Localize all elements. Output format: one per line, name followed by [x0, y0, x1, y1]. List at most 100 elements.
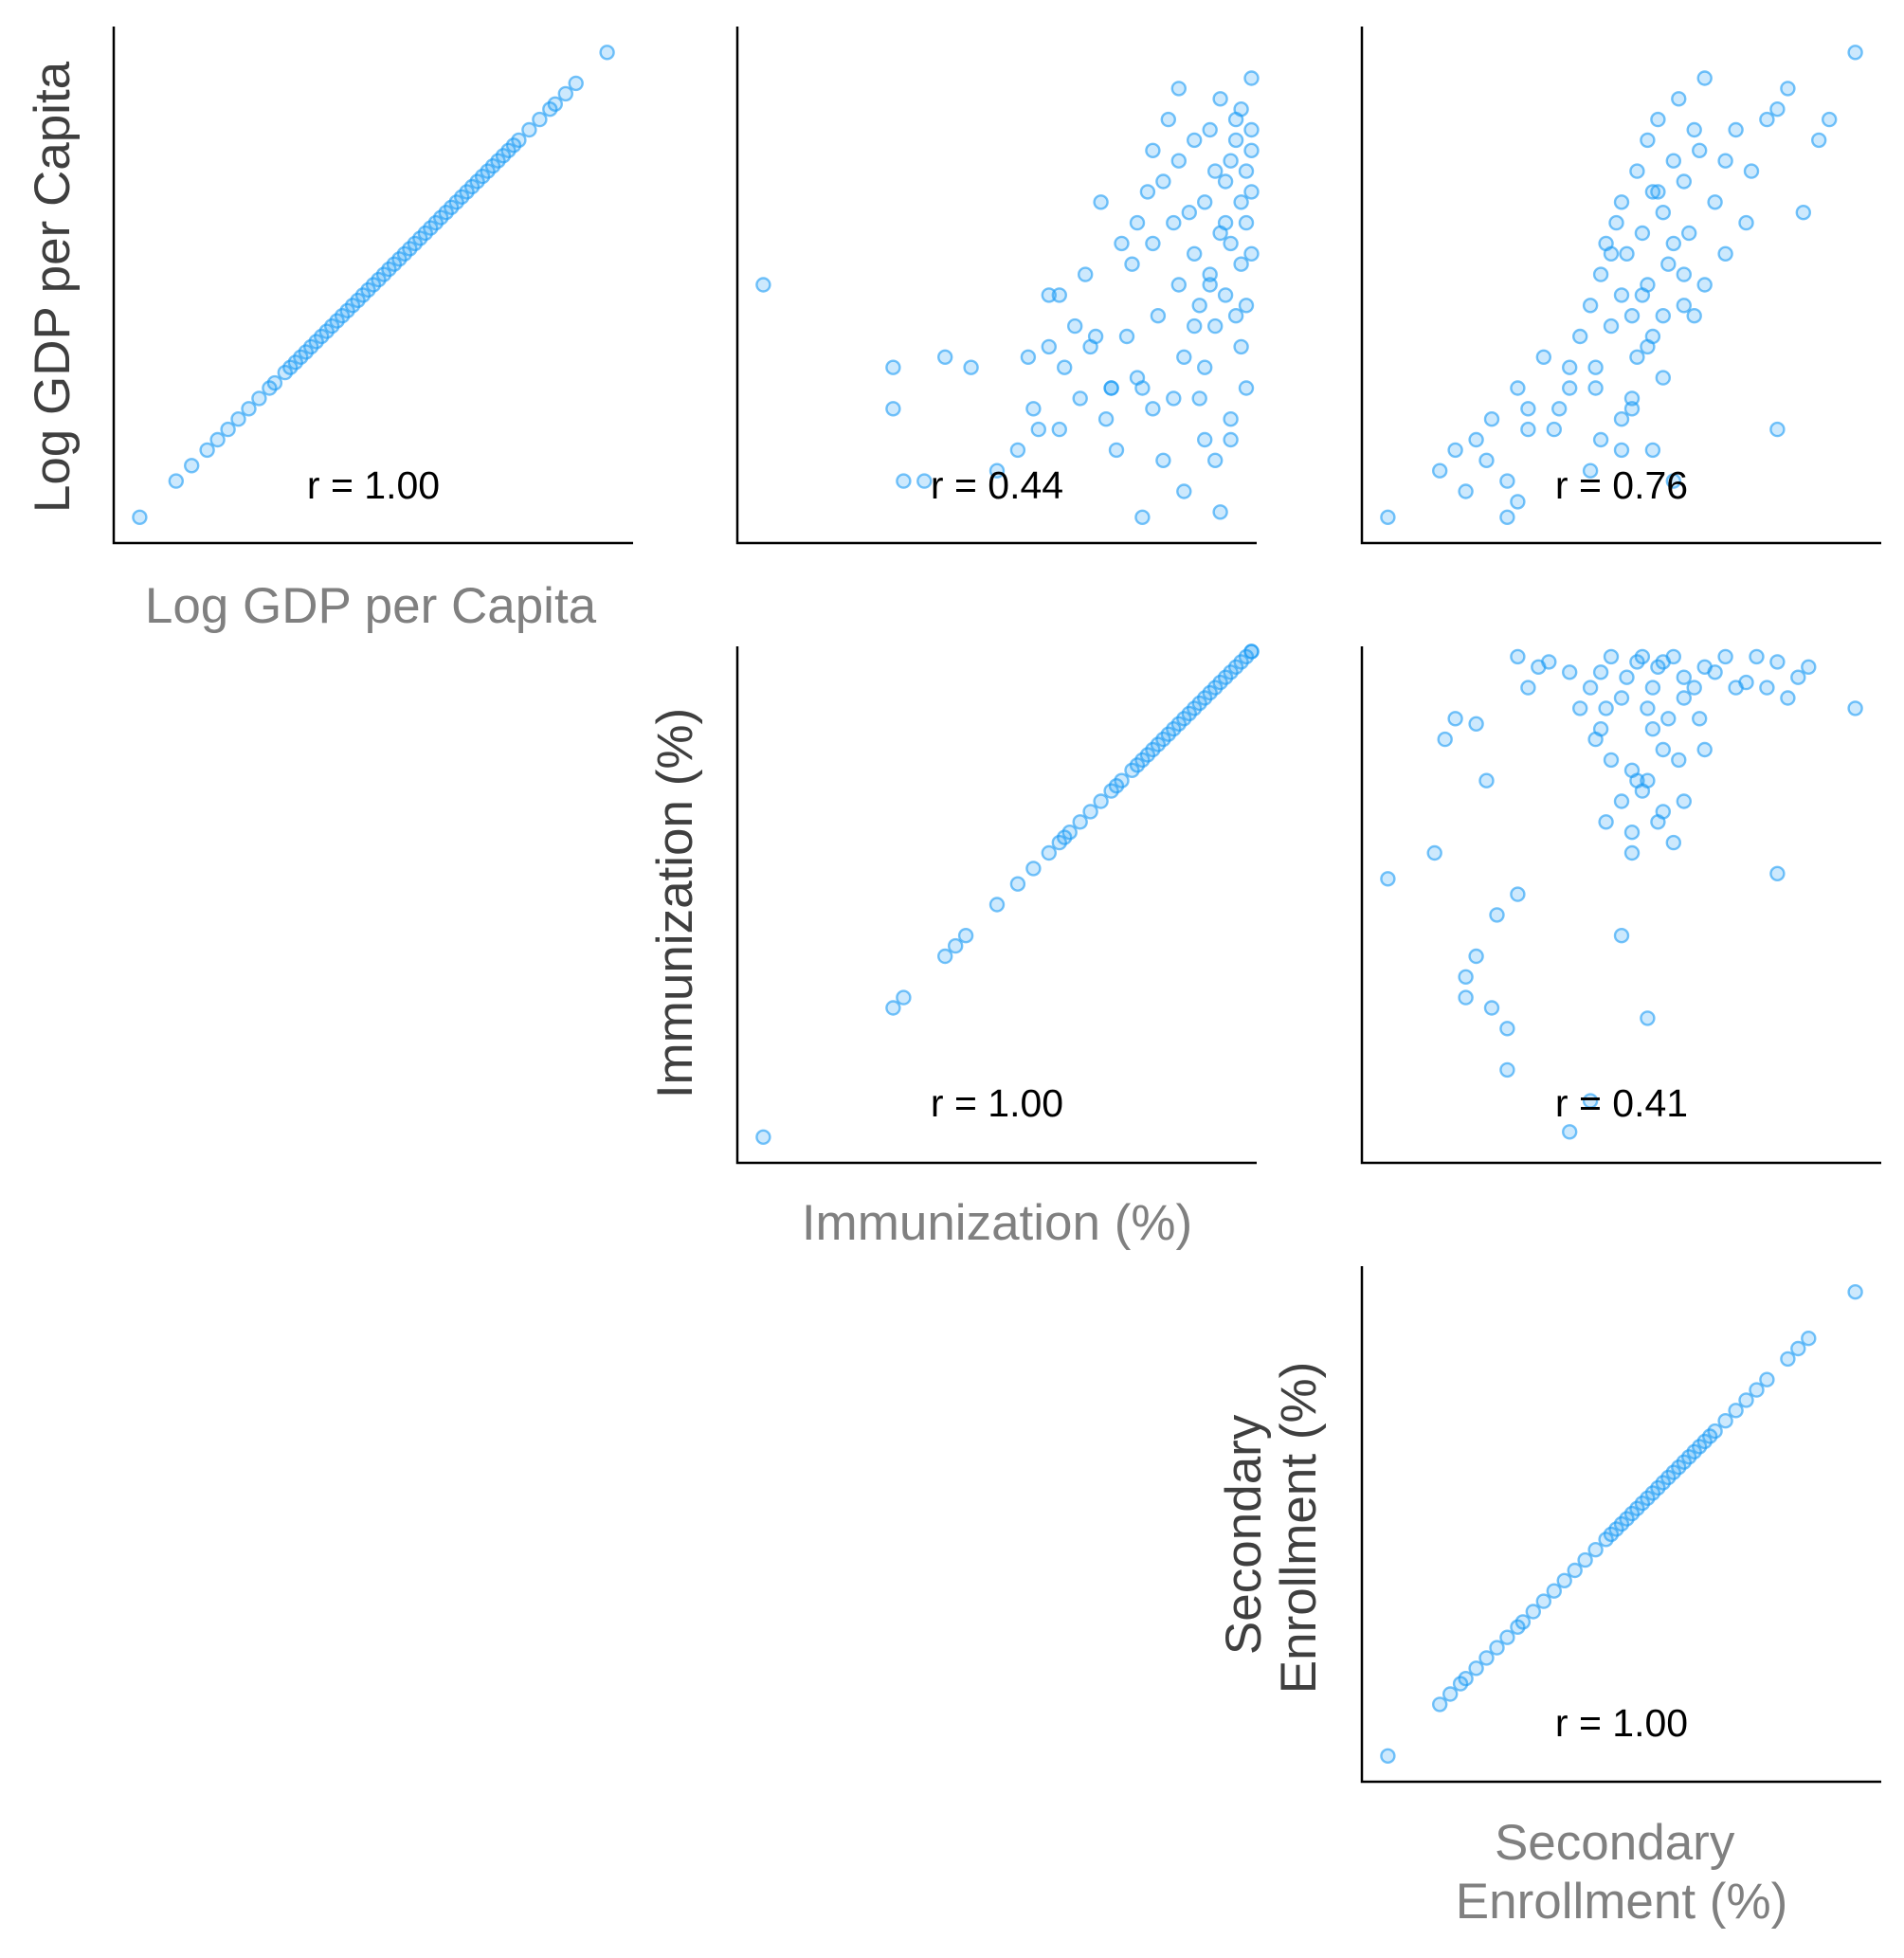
data-point — [1728, 121, 1744, 138]
data-point — [1759, 1371, 1775, 1387]
data-point — [1243, 644, 1260, 660]
data-point — [1592, 431, 1609, 448]
data-point — [1644, 680, 1661, 696]
data-point — [1191, 390, 1207, 407]
data-point — [1655, 308, 1672, 324]
data-point — [1603, 752, 1620, 769]
data-point — [1644, 184, 1661, 200]
data-point — [1061, 825, 1078, 841]
data-point — [1129, 214, 1146, 231]
data-point — [1437, 731, 1453, 748]
data-point — [1671, 91, 1687, 107]
data-point — [1191, 298, 1207, 314]
data-point — [1608, 214, 1624, 231]
data-point — [1233, 194, 1249, 210]
data-point — [241, 401, 257, 417]
data-point — [1243, 70, 1260, 86]
data-point — [1613, 793, 1630, 809]
data-point — [1041, 287, 1058, 303]
data-point — [1613, 442, 1630, 459]
data-point — [1468, 716, 1484, 732]
data-point — [1640, 132, 1656, 149]
data-point — [1212, 91, 1228, 107]
data-point — [1478, 452, 1495, 468]
data-point — [1603, 317, 1620, 335]
data-point — [1660, 711, 1677, 727]
data-point — [1243, 121, 1260, 138]
data-point — [1202, 121, 1218, 138]
correlation-annotation: r = 1.00 — [931, 1081, 1063, 1125]
data-point — [1129, 370, 1146, 386]
data-point — [1426, 844, 1442, 861]
data-point — [1041, 844, 1058, 861]
data-point — [1691, 711, 1708, 727]
data-point — [1196, 359, 1213, 375]
data-point — [1520, 680, 1536, 696]
data-point — [1676, 266, 1693, 282]
data-point — [1009, 442, 1026, 459]
axis-spines — [1360, 1266, 1881, 1784]
data-point — [1665, 834, 1682, 851]
data-point — [1020, 349, 1037, 365]
panels: r = 1.00 r = 0.44 r = 0.76 r = 1.00 r = 0.41… — [112, 27, 1881, 1784]
data-point — [1623, 308, 1641, 324]
data-point — [1623, 844, 1641, 861]
data-point — [1051, 287, 1068, 303]
data-point — [1769, 421, 1786, 438]
axis-spines — [112, 27, 633, 545]
data-point — [1030, 421, 1047, 438]
data-point — [755, 1129, 771, 1146]
data-point — [1186, 317, 1203, 335]
data-point — [1499, 509, 1515, 525]
data-point — [1582, 680, 1599, 696]
data-point — [1223, 411, 1239, 427]
data-point — [1717, 648, 1733, 665]
data-point — [1082, 804, 1098, 820]
data-point — [1243, 245, 1260, 262]
data-point — [1093, 793, 1109, 809]
y-axis-label-enrollment-line2: Enrollment (%) — [1271, 1362, 1327, 1694]
y-axis-label-gdp: Log GDP per Capita — [25, 61, 81, 513]
data-point — [1103, 380, 1119, 396]
data-point — [1483, 411, 1500, 427]
data-point — [1077, 266, 1094, 282]
data-point — [230, 411, 246, 427]
correlation-annotation: r = 1.00 — [1555, 1701, 1688, 1745]
scatter-panel-1: r = 1.00 — [112, 27, 633, 545]
data-point — [1206, 163, 1224, 179]
data-point — [1769, 100, 1786, 118]
data-point — [1227, 111, 1244, 128]
data-point — [988, 897, 1006, 913]
data-point — [557, 85, 573, 102]
data-point — [1759, 111, 1775, 128]
data-point — [948, 937, 964, 954]
x-axis-label-enrollment: Secondary Enrollment (%) — [1456, 1815, 1787, 1930]
data-point — [1582, 298, 1599, 314]
data-point — [1166, 214, 1182, 231]
data-point — [1458, 483, 1474, 499]
data-point — [1186, 132, 1203, 149]
axis-spines — [735, 27, 1257, 545]
data-point — [1238, 380, 1255, 396]
data-point — [1577, 1551, 1593, 1568]
data-point — [1170, 277, 1188, 293]
data-point — [1468, 1660, 1484, 1677]
data-point — [1769, 865, 1786, 881]
data-point — [1561, 359, 1578, 375]
data-point — [1613, 287, 1630, 303]
data-point — [1134, 509, 1151, 525]
data-point — [1483, 1000, 1500, 1016]
scatter-panel-2: r = 0.44 — [735, 27, 1260, 545]
data-point — [183, 458, 200, 474]
data-point — [1155, 173, 1171, 190]
data-point — [1571, 700, 1588, 716]
data-point — [1181, 204, 1198, 221]
data-point — [1206, 452, 1224, 468]
data-point — [209, 431, 226, 448]
data-point — [1696, 277, 1713, 293]
data-point — [1114, 235, 1130, 252]
data-point — [1499, 1061, 1515, 1079]
data-point — [1196, 194, 1213, 210]
data-point — [1629, 349, 1645, 365]
data-point — [1447, 442, 1463, 459]
